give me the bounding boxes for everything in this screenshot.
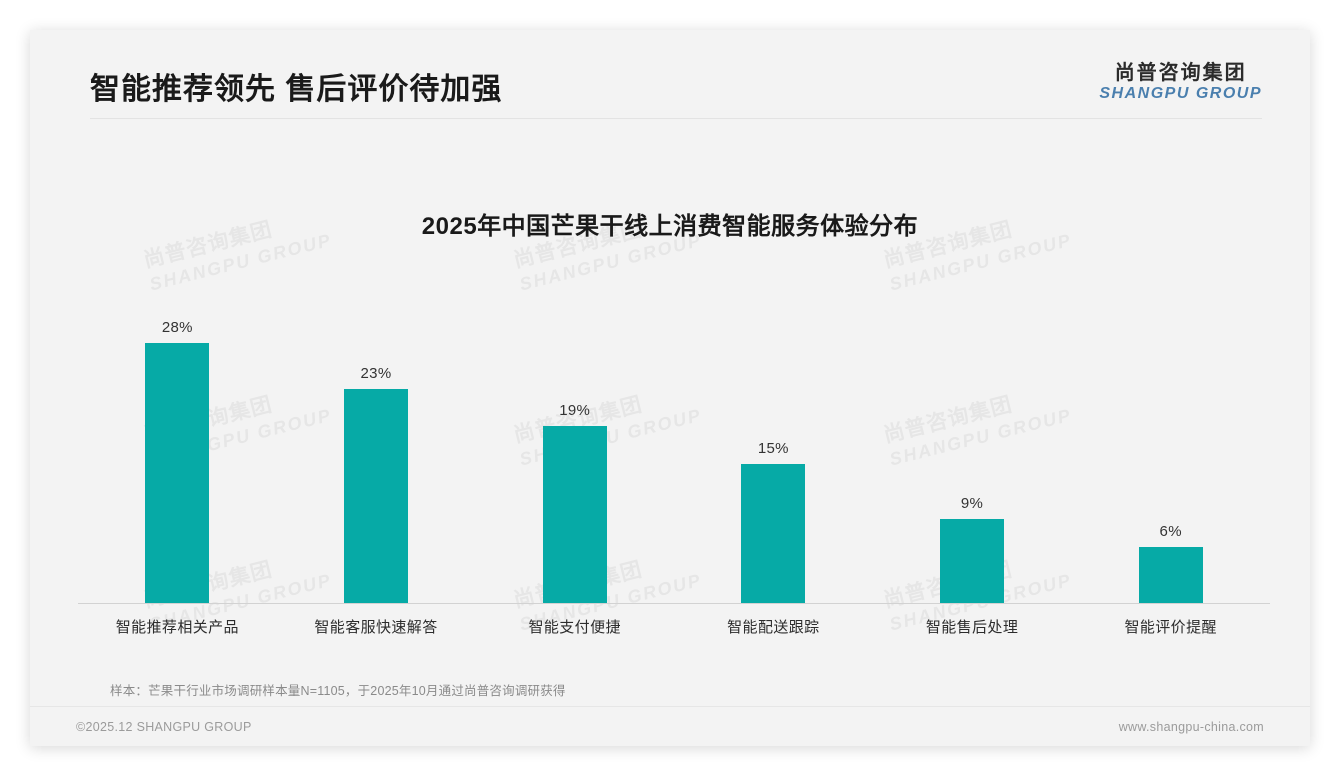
logo-text-cn: 尚普咨询集团	[1114, 62, 1247, 84]
source-note: 样本：芒果干行业市场调研样本量N=1105，于2025年10月通过尚普咨询调研获…	[110, 684, 566, 698]
x-axis-tick-label: 智能推荐相关产品	[115, 619, 239, 636]
x-axis-tick-labels: 智能推荐相关产品 智能客服快速解答 智能支付便捷 智能配送跟踪 智能售后处理 智…	[78, 616, 1270, 637]
x-axis-line	[78, 603, 1270, 604]
bar-chart-plot: 28% 23% 19% 15% 9%	[78, 268, 1270, 604]
bar-column: 6%	[1071, 268, 1270, 603]
bar-rect[interactable]	[145, 343, 210, 603]
x-axis-tick-label: 智能客服快速解答	[314, 619, 438, 636]
bar-rect[interactable]	[1138, 547, 1203, 603]
bar-column: 23%	[277, 268, 476, 603]
bar-column: 19%	[475, 268, 674, 603]
x-axis-tick-label: 智能配送跟踪	[727, 619, 820, 636]
header-divider	[90, 118, 1262, 119]
x-axis-tick-label: 智能支付便捷	[528, 619, 621, 636]
bar-value-label: 23%	[360, 365, 392, 382]
chart-container: 2025年中国芒果干线上消费智能服务体验分布 28% 23% 19% 15%	[30, 120, 1310, 690]
bar-series: 28% 23% 19% 15% 9%	[78, 268, 1270, 603]
bar-rect[interactable]	[940, 519, 1005, 603]
bar-column: 9%	[873, 268, 1072, 603]
bar-column: 15%	[674, 268, 873, 603]
x-axis-tick-label: 智能评价提醒	[1124, 619, 1217, 636]
slide-header: 智能推荐领先 售后评价待加强 尚普咨询集团 SHANGPU GROUP	[30, 30, 1310, 120]
page-title: 智能推荐领先 售后评价待加强	[90, 73, 503, 106]
slide-footer: ©2025.12 SHANGPU GROUP www.shangpu-china…	[30, 707, 1310, 746]
slide-card: 尚普咨询集团 SHANGPU GROUP 尚普咨询集团 SHANGPU GROU…	[30, 30, 1310, 746]
chart-title: 2025年中国芒果干线上消费智能服务体验分布	[421, 213, 919, 240]
x-axis-tick-label: 智能售后处理	[925, 619, 1019, 636]
brand-logo: 尚普咨询集团 SHANGPU GROUP	[1099, 62, 1262, 103]
bar-value-label: 28%	[161, 319, 193, 336]
footer-divider	[30, 706, 1310, 707]
bar-value-label: 9%	[960, 495, 984, 512]
copyright-text: ©2025.12 SHANGPU GROUP	[76, 719, 252, 734]
website-link[interactable]: www.shangpu-china.com	[1118, 719, 1264, 734]
bar-rect[interactable]	[542, 426, 607, 603]
bar-column: 28%	[78, 268, 277, 603]
logo-text-en: SHANGPU GROUP	[1099, 85, 1262, 103]
bar-rect[interactable]	[741, 464, 806, 603]
bar-value-label: 19%	[559, 402, 591, 419]
bar-rect[interactable]	[344, 389, 408, 603]
bar-value-label: 6%	[1159, 523, 1182, 540]
bar-value-label: 15%	[757, 440, 789, 457]
